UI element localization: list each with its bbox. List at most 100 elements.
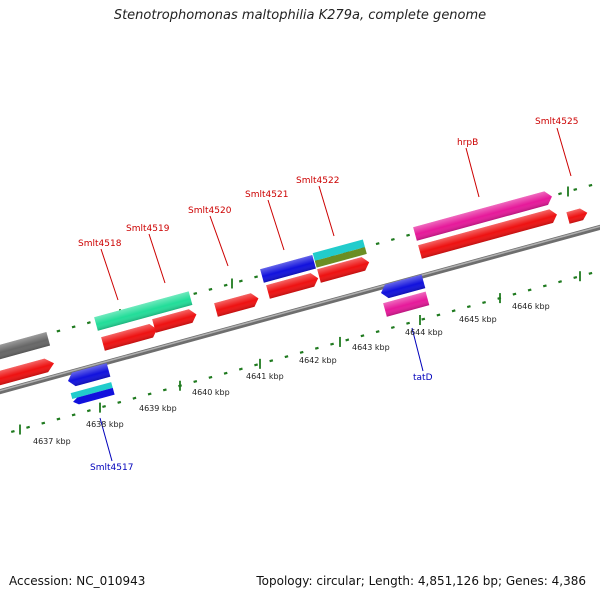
feature-gray-left[interactable] [0,332,51,362]
forward-track-mark [390,237,395,241]
scale-label-4643: 4643 kbp [352,343,390,352]
gene-label-smlt4519[interactable]: Smlt4519 [126,224,170,234]
reverse-track-mark [436,313,441,317]
reverse-track-mark [102,405,106,409]
reverse-track-mark [406,321,410,325]
reverse-track-mark [238,367,243,371]
gene-label-hrpb[interactable]: hrpB [457,138,478,148]
forward-track-mark [406,233,410,237]
reverse-track-mark [26,425,30,429]
gene-leader-tatd [411,327,424,372]
scale-label-4645: 4645 kbp [459,315,497,324]
gene-leader-smlt4517 [99,417,113,462]
reverse-track-mark [451,309,456,313]
gene-leader-smlt4521 [267,199,285,251]
reverse-track-mark [345,338,350,342]
feature-smlt4521-cds[interactable] [266,272,320,299]
reverse-track-mark [254,363,258,367]
feature-smlt4517[interactable] [70,382,115,406]
reverse-track-mark [466,305,471,309]
scale-label-4637: 4637 kbp [33,437,71,446]
feature-smlt4519[interactable] [152,308,198,333]
reverse-track-mark [132,396,137,400]
reverse-track-mark [117,400,122,404]
reverse-track-mark [375,330,380,334]
gene-leader-smlt4522 [318,185,335,237]
genome-summary-text: Topology: circular; Length: 4,851,126 bp… [256,574,586,588]
forward-track-mark [558,192,562,196]
reverse-track-mark [360,334,365,338]
gene-leader-smlt4518 [100,248,119,301]
reverse-track-mark [482,300,486,304]
reverse-track-mark [223,371,228,375]
reverse-track-mark [269,359,274,363]
reverse-track-mark [542,284,547,288]
tick-track-reverse [10,271,593,435]
genome-backbone [0,224,600,395]
feature-tatd[interactable] [383,291,430,317]
reverse-track-mark [56,417,61,421]
feature-cds-left[interactable] [0,356,56,388]
forward-track-mark [573,188,578,192]
reverse-track-mark [86,409,91,413]
feature-smlt4525[interactable] [566,207,588,224]
feature-smlt4517-blue[interactable] [66,363,111,388]
gene-label-smlt4521[interactable]: Smlt4521 [245,190,288,200]
reverse-track-mark [588,271,593,275]
reverse-track-mark [390,325,395,329]
forward-track-mark [375,242,380,246]
forward-track-mark [254,275,258,279]
reverse-track-mark [558,280,562,284]
feature-smlt4520[interactable] [214,292,260,317]
reverse-track-mark [162,388,167,392]
feature-hrpb-magenta[interactable] [413,190,554,241]
forward-track-mark [208,287,213,291]
forward-track-mark [193,292,198,296]
reverse-track-mark [299,350,304,354]
reverse-track-mark [421,317,426,321]
reverse-track-mark [314,346,319,350]
scale-label-4644: 4644 kbp [405,328,443,337]
gene-leader-smlt4519 [148,233,166,284]
gene-label-smlt4517[interactable]: Smlt4517 [90,463,133,473]
gene-label-tatd[interactable]: tatD [413,373,433,383]
feature-hrpb-cds[interactable] [418,208,559,259]
scale-label-4642: 4642 kbp [299,356,337,365]
forward-track-mark [588,183,593,187]
scale-label-4639: 4639 kbp [139,404,177,413]
forward-track-mark [223,283,228,287]
scale-label-4646: 4646 kbp [512,302,550,311]
reverse-track-mark [330,342,334,346]
gene-labels: Smlt4518 Smlt4519 Smlt4520 Smlt4521 Smlt4522… [78,117,578,473]
forward-track-mark [86,321,91,325]
reverse-track-mark [71,413,76,417]
feature-smlt4521[interactable] [260,254,316,283]
gene-label-smlt4522[interactable]: Smlt4522 [296,176,339,186]
feature-smlt4522[interactable] [312,239,367,268]
gene-leader-hrpb [465,147,480,198]
reverse-track-mark [573,276,578,280]
reverse-track-mark [284,355,289,359]
scale-label-4640: 4640 kbp [192,388,230,397]
gene-leader-smlt4525 [556,127,572,177]
forward-track-mark [71,325,76,329]
gene-label-smlt4518[interactable]: Smlt4518 [78,239,122,249]
feature-smlt4522-cds[interactable] [317,256,371,283]
gene-label-smlt4525[interactable]: Smlt4525 [535,117,578,127]
scale-label-4638: 4638 kbp [86,420,124,429]
forward-track-mark [238,279,243,283]
feature-tatd-blue[interactable] [379,274,426,300]
accession-text: Accession: NC_010943 [9,574,146,588]
genome-backbone-highlight [0,225,600,392]
map-title: Stenotrophomonas maltophilia K279a, comp… [113,8,487,23]
feature-smlt4518[interactable] [94,291,193,331]
reverse-track-mark [208,375,213,379]
reverse-track-mark [147,392,152,396]
gene-leader-smlt4520 [209,215,229,267]
reverse-track-mark [527,288,532,292]
reverse-track-mark [41,421,46,425]
gene-label-smlt4520[interactable]: Smlt4520 [188,206,232,216]
forward-track-mark [56,329,61,333]
feature-smlt4518-cds[interactable] [101,322,159,351]
